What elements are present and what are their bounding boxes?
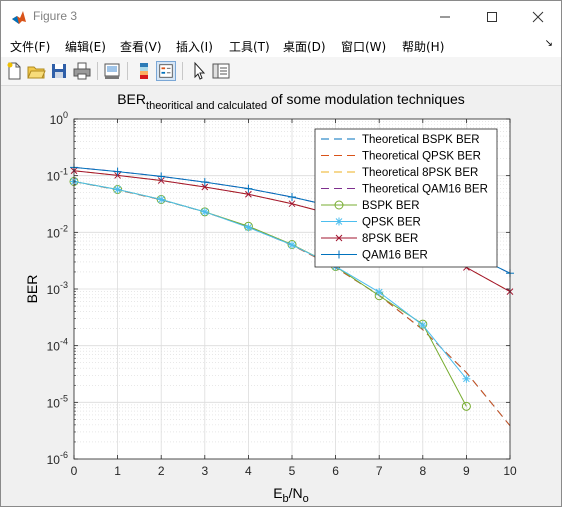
legend-entry: QPSK BER [362, 217, 421, 229]
matlab-icon [11, 9, 27, 25]
y-tick-label: 10-5 [47, 393, 68, 410]
menu-tools[interactable]: 工具(T) [229, 40, 270, 54]
x-label-main: E [273, 485, 282, 501]
marker-x [288, 200, 296, 208]
plot-title-subscript: theoritical and calculated [146, 100, 267, 112]
toolbar-separator [97, 62, 98, 80]
x-axis-label: Eb/No [273, 485, 309, 505]
minimize-button[interactable] [422, 1, 468, 32]
marker-circle [334, 200, 344, 210]
marker-star [114, 186, 121, 193]
series-5 [70, 177, 471, 383]
close-button[interactable] [515, 1, 561, 32]
legend-entry: Theoretical QPSK BER [362, 151, 481, 163]
marker-star [201, 208, 209, 216]
y-tick-label: 10-6 [47, 450, 68, 467]
x-label-sub-o: o [303, 493, 309, 505]
x-tick-label: 0 [71, 464, 78, 478]
title-bar: Figure 3 [1, 1, 561, 32]
menu-help[interactable]: 帮助(H) [402, 40, 445, 54]
print-icon[interactable] [72, 61, 92, 81]
x-tick-label: 5 [289, 464, 296, 478]
menu-view[interactable]: 查看(V) [120, 40, 162, 54]
legend[interactable]: Theoretical BSPK BER Theoretical QPSK BER… [314, 128, 498, 268]
legend-entry: Theoretical QAM16 BER [362, 184, 488, 196]
legend-entry: Theoretical BSPK BER [362, 134, 480, 146]
x-label-sub-b: b [283, 493, 289, 505]
ber-plot[interactable]: BERtheoritical and calculated of some mo… [1, 86, 561, 506]
menu-window[interactable]: 窗口(W) [341, 40, 387, 54]
y-tick-label: 10-4 [47, 337, 68, 354]
marker-star [463, 375, 470, 383]
plot-title-main: BER [117, 91, 146, 107]
y-tick-label: 10-1 [47, 167, 68, 184]
marker-x [245, 190, 252, 198]
axis-ticks: 0 1 2 3 4 5 6 7 8 9 10 10-6 10-5 10-4 10-3 10-2 10-1 100 [47, 110, 517, 478]
menu-insert[interactable]: 插入(I) [176, 40, 213, 54]
menu-file[interactable]: 文件(F) [10, 40, 51, 54]
marker-star [419, 321, 427, 329]
x-tick-label: 7 [376, 464, 383, 478]
plot-title-rest: of some modulation techniques [267, 91, 465, 107]
menu-bar: 文件(F) 编辑(E) 查看(V) 插入(I) 工具(T) 桌面(D) 窗口(W… [1, 32, 561, 57]
marker-star [375, 288, 383, 296]
x-tick-label: 1 [114, 464, 121, 478]
menu-desktop[interactable]: 桌面(D) [283, 40, 326, 54]
x-tick-label: 8 [419, 464, 426, 478]
maximize-icon [487, 11, 497, 22]
menu-overflow-arrow[interactable]: ↘ [544, 38, 553, 49]
marker-circle [461, 401, 471, 411]
toolbar-separator [182, 62, 183, 80]
property-inspector-icon[interactable] [211, 61, 231, 81]
y-axis-label: BER [24, 275, 40, 304]
series-line [73, 180, 467, 380]
menu-edit[interactable]: 编辑(E) [65, 40, 106, 54]
x-label-mid: /N [289, 485, 303, 501]
marker-star [288, 241, 296, 249]
plot-title: BERtheoritical and calculated of some mo… [117, 91, 465, 112]
x-tick-label: 3 [201, 464, 208, 478]
y-tick-label: 10-3 [47, 280, 68, 297]
toolbar [1, 57, 561, 86]
marker-star [245, 224, 252, 231]
open-file-icon[interactable] [26, 61, 46, 81]
minimize-icon [440, 16, 450, 17]
insert-legend-icon[interactable] [156, 61, 176, 81]
marker-star [157, 196, 165, 203]
figure-canvas: BERtheoritical and calculated of some mo… [1, 86, 561, 506]
legend-entry: BSPK BER [362, 200, 420, 212]
close-icon [532, 11, 544, 22]
x-tick-label: 10 [503, 464, 517, 478]
x-tick-label: 6 [332, 464, 339, 478]
edit-plot-arrow-icon[interactable] [189, 61, 209, 81]
window-title: Figure 3 [33, 9, 78, 23]
legend-entry: Theoretical 8PSK BER [362, 167, 478, 179]
legend-entry: QAM16 BER [362, 250, 428, 262]
maximize-button[interactable] [469, 1, 515, 32]
x-tick-label: 9 [463, 464, 470, 478]
insert-colorbar-icon[interactable] [134, 61, 154, 81]
x-tick-label: 2 [158, 464, 165, 478]
marker-x [157, 177, 165, 184]
legend-entry: 8PSK BER [362, 233, 418, 245]
toolbar-separator [127, 62, 128, 80]
marker-star [335, 218, 343, 225]
y-tick-label: 10-2 [47, 223, 68, 240]
marker-x [201, 183, 209, 191]
y-tick-label: 100 [50, 110, 68, 127]
legend-box [314, 128, 498, 268]
x-tick-label: 4 [245, 464, 252, 478]
link-plot-icon[interactable] [102, 61, 122, 81]
new-figure-icon[interactable] [4, 61, 24, 81]
marker-x [335, 234, 343, 242]
save-icon[interactable] [49, 61, 69, 81]
